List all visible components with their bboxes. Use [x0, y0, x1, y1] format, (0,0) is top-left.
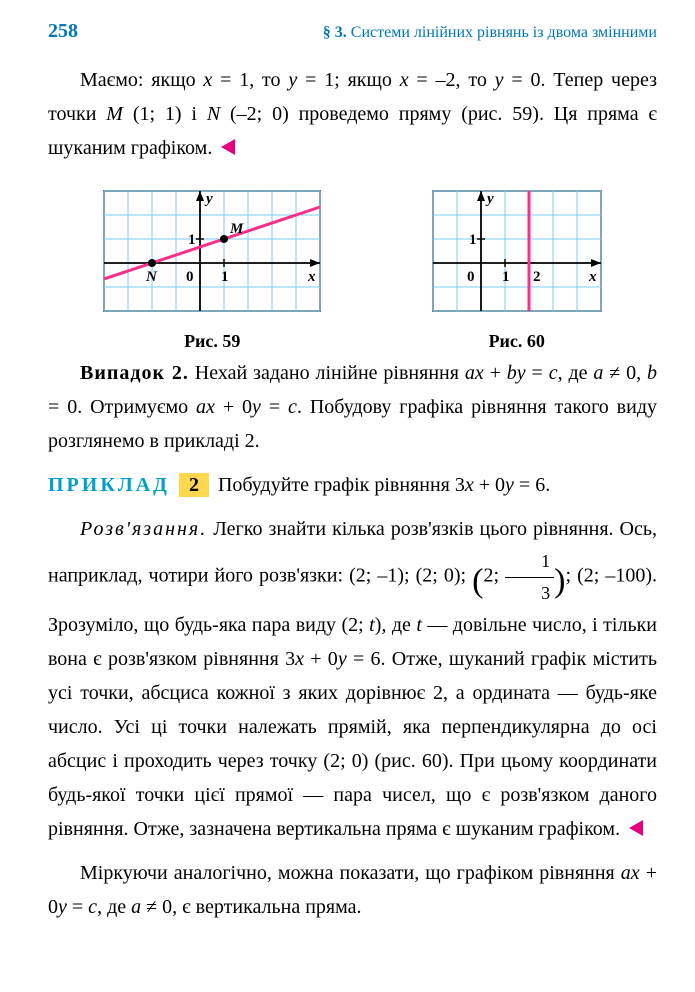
figure-59: y x 1 1 0 M N Рис. 59	[96, 183, 328, 352]
section-title: § 3. Системи лінійних рівнянь із двома з…	[323, 24, 657, 42]
example-line: ПРИКЛАД 2 Побудуйте графік рівняння 3x +…	[48, 468, 657, 502]
fraction: 13	[505, 546, 554, 608]
end-marker-icon	[629, 820, 643, 836]
paragraph-2: Випадок 2. Нехай задано лінійне рівняння…	[48, 356, 657, 458]
example-head: ПРИКЛАД	[48, 474, 170, 496]
svg-text:1: 1	[502, 269, 510, 285]
end-marker-icon	[221, 139, 235, 155]
svg-text:y: y	[204, 191, 213, 207]
svg-text:2: 2	[533, 269, 541, 285]
figures-row: y x 1 1 0 M N Рис. 59 y x 1 1 2 0 Рис. 60	[48, 183, 657, 352]
svg-text:1: 1	[188, 232, 196, 248]
section-text: Системи лінійних рівнянь із двома змінни…	[347, 24, 657, 41]
page-header: 258 § 3. Системи лінійних рівнянь із дво…	[48, 20, 657, 43]
svg-text:0: 0	[186, 269, 194, 285]
svg-text:1: 1	[469, 232, 477, 248]
page: 258 § 3. Системи лінійних рівнянь із дво…	[0, 0, 695, 964]
page-number: 258	[48, 20, 78, 43]
example-task: Побудуйте графік рівняння 3x + 0y = 6.	[218, 474, 550, 496]
chart-59: y x 1 1 0 M N	[96, 183, 328, 319]
figure-60-label: Рис. 60	[425, 331, 609, 352]
svg-text:0: 0	[467, 269, 475, 285]
figure-59-label: Рис. 59	[96, 331, 328, 352]
paragraph-4: Міркуючи аналогічно, можна показати, що …	[48, 856, 657, 924]
svg-text:M: M	[229, 221, 244, 237]
paragraph-3: Розв'язання. Легко знайти кілька розв'яз…	[48, 512, 657, 846]
svg-text:y: y	[485, 191, 494, 207]
svg-text:x: x	[307, 269, 316, 285]
svg-text:x: x	[588, 269, 597, 285]
figure-60: y x 1 1 2 0 Рис. 60	[425, 183, 609, 352]
case-2-head: Випадок 2.	[80, 362, 189, 384]
solution-head: Розв'язання.	[80, 518, 207, 540]
svg-text:N: N	[145, 269, 158, 285]
section-prefix: § 3.	[323, 24, 347, 41]
paragraph-1: Маємо: якщо x = 1, то y = 1; якщо x = –2…	[48, 63, 657, 165]
svg-text:1: 1	[221, 269, 229, 285]
example-number: 2	[179, 473, 209, 497]
chart-60: y x 1 1 2 0	[425, 183, 609, 319]
